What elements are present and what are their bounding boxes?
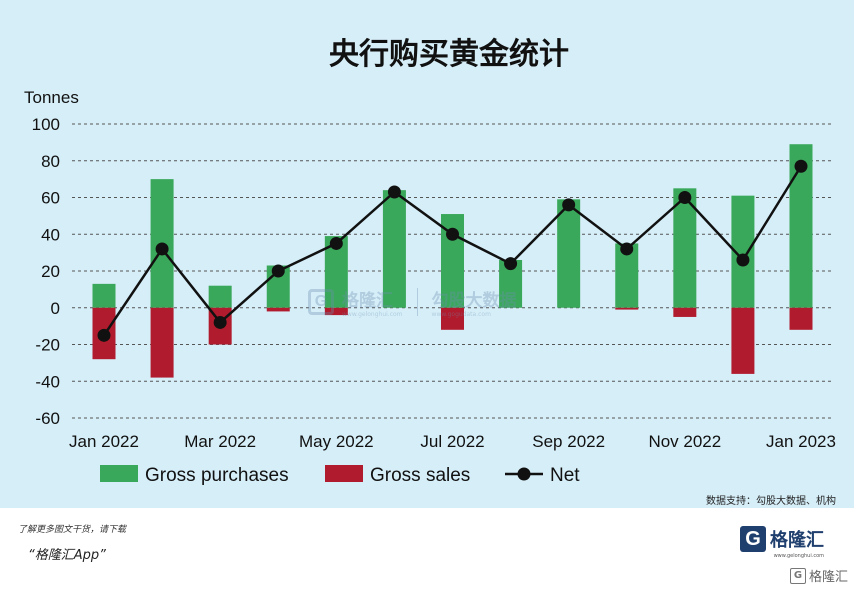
watermark-right-name: 勾股大数据 bbox=[431, 291, 517, 311]
net-point-10 bbox=[678, 191, 692, 204]
chart: 央行购买黄金统计 Tonnes -60 -40 -20 0 20 40 60 80 100 Ja… bbox=[24, 37, 836, 486]
x-tick-label: Jan 2022 bbox=[69, 432, 139, 451]
legend: Gross purchases Gross sales Net bbox=[100, 465, 580, 486]
sales-bar-3 bbox=[266, 307, 290, 312]
brand-name: 格隆汇 bbox=[770, 530, 824, 551]
net-line bbox=[97, 159, 808, 342]
net-point-3 bbox=[271, 264, 285, 278]
x-axis-ticks: Jan 2022 Mar 2022 May 2022 Jul 2022 Sep 2022… bbox=[69, 432, 836, 451]
x-tick-label: Nov 2022 bbox=[648, 432, 721, 451]
chart-title: 央行购买黄金统计 bbox=[329, 37, 569, 72]
sales-bar-6 bbox=[441, 307, 464, 330]
x-tick-label: Mar 2022 bbox=[184, 432, 256, 451]
bars bbox=[92, 144, 813, 378]
x-tick-label: Sep 2022 bbox=[532, 432, 605, 451]
y-tick-label: 80 bbox=[41, 152, 60, 171]
footer: 了解更多图文干货，请下载 “格隆汇App” G 格隆汇 www.gelonghu… bbox=[0, 508, 854, 589]
y-tick-label: 100 bbox=[32, 115, 60, 134]
x-tick-label: Jan 2023 bbox=[766, 432, 836, 451]
y-tick-label: -60 bbox=[35, 409, 60, 428]
sales-bar-9 bbox=[615, 307, 639, 310]
net-point-1 bbox=[155, 242, 169, 256]
net-point-2 bbox=[213, 315, 227, 329]
net-point-5 bbox=[387, 185, 401, 199]
net-point-12 bbox=[794, 159, 808, 173]
y-axis-ticks: -60 -40 -20 0 20 40 60 80 100 bbox=[32, 115, 60, 428]
purchase-bar-9 bbox=[615, 243, 639, 308]
y-tick-label: 20 bbox=[41, 262, 60, 281]
net-point-9 bbox=[620, 242, 634, 256]
purchase-bar-12 bbox=[789, 144, 813, 308]
y-tick-label: 60 bbox=[41, 189, 60, 208]
legend-sales-label: Gross sales bbox=[370, 465, 470, 486]
x-tick-label: Jul 2022 bbox=[420, 432, 484, 451]
legend-purchases-swatch bbox=[100, 465, 138, 482]
y-tick-label: -20 bbox=[35, 336, 60, 355]
source-note: 数据支持：勾股大数据、机构 bbox=[706, 496, 836, 507]
net-point-7 bbox=[504, 257, 518, 271]
footer-app-name: “格隆汇App” bbox=[28, 548, 106, 563]
watermark-logo-icon: G bbox=[308, 289, 334, 315]
watermark-left-sub: www.gelonghui.com bbox=[342, 311, 403, 318]
net-point-0 bbox=[97, 328, 111, 342]
net-point-8 bbox=[562, 198, 576, 212]
brand-logo: G 格隆汇 www.gelonghui.com bbox=[740, 526, 824, 559]
y-axis-label: Tonnes bbox=[24, 88, 79, 107]
purchase-bar-2 bbox=[208, 285, 232, 308]
purchase-bar-0 bbox=[92, 283, 116, 308]
sales-bar-10 bbox=[673, 307, 697, 317]
watermark-divider bbox=[416, 288, 418, 316]
sales-bar-4 bbox=[324, 307, 348, 316]
corner-g-icon: G bbox=[789, 567, 806, 584]
net-point-11 bbox=[736, 253, 750, 267]
corner-name: 格隆汇 bbox=[808, 570, 848, 585]
net-point-4 bbox=[329, 236, 343, 250]
watermark-left-name: 格隆汇 bbox=[342, 291, 393, 311]
net-point-6 bbox=[446, 227, 459, 241]
corner-logo: G 格隆汇 bbox=[789, 566, 848, 585]
purchase-bar-5 bbox=[382, 190, 406, 308]
watermark-right-sub: www.gogudata.com bbox=[431, 311, 491, 318]
brand-g-icon: G bbox=[740, 526, 766, 552]
y-tick-label: 40 bbox=[41, 225, 60, 244]
y-tick-label: -40 bbox=[35, 372, 60, 391]
purchase-bar-7 bbox=[499, 259, 523, 308]
purchase-bar-10 bbox=[673, 188, 697, 308]
sales-bar-12 bbox=[789, 307, 813, 330]
y-tick-label: 0 bbox=[51, 299, 60, 318]
footer-hint: 了解更多图文干货，请下载 bbox=[18, 525, 127, 535]
purchase-bar-11 bbox=[731, 195, 755, 308]
legend-purchases-label: Gross purchases bbox=[145, 465, 289, 486]
legend-net-marker bbox=[517, 467, 531, 481]
purchase-bar-8 bbox=[557, 199, 581, 308]
legend-net-label: Net bbox=[550, 465, 580, 486]
sales-bar-1 bbox=[150, 307, 174, 378]
legend-sales-swatch bbox=[325, 465, 363, 482]
watermark: G 格隆汇 www.gelonghui.com 勾股大数据 www.goguda… bbox=[308, 286, 517, 318]
brand-url: www.gelonghui.com bbox=[773, 553, 824, 559]
sales-bar-11 bbox=[731, 307, 755, 374]
x-tick-label: May 2022 bbox=[299, 432, 374, 451]
